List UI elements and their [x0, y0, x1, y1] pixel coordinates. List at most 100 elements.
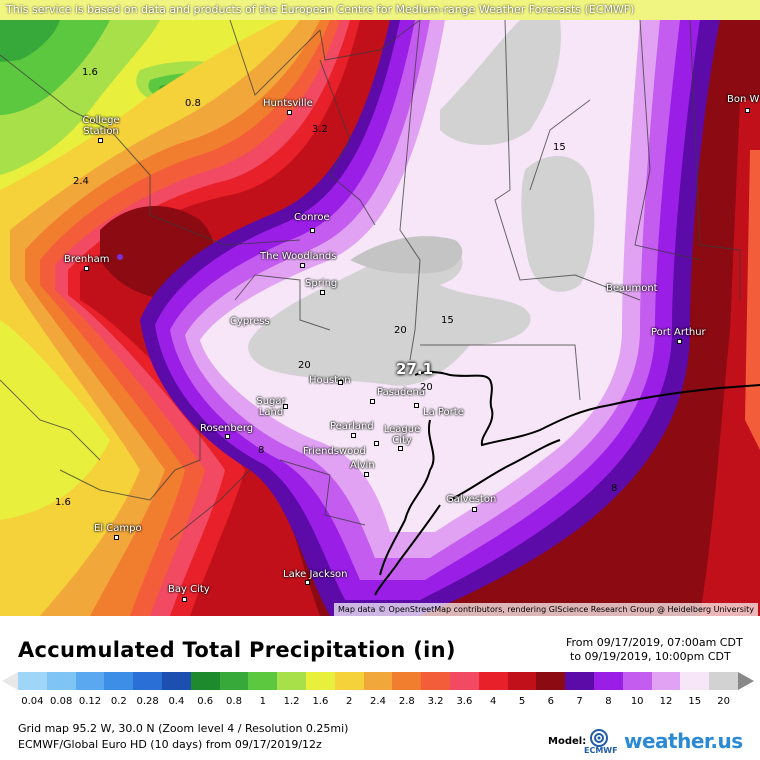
city-marker [287, 110, 292, 115]
city-the-woodlands[interactable]: The Woodlands [260, 251, 337, 262]
legend-swatch [133, 672, 162, 690]
city-alvin[interactable]: Alvin [350, 460, 375, 471]
city-la-porte[interactable]: La Porte [423, 407, 464, 418]
grid-info: Grid map 95.2 W, 30.0 N (Zoom level 4 / … [18, 722, 349, 735]
city-marker [283, 404, 288, 409]
legend-tick-label: 2 [346, 696, 353, 707]
ecmwf-logo-text: ECMWF [584, 746, 618, 755]
city-beaumont[interactable]: Beaumont [606, 283, 658, 294]
legend-swatch [651, 672, 681, 690]
legend-swatch [219, 672, 249, 690]
legend-tick-label: 0.12 [78, 696, 102, 707]
city-spring[interactable]: Spring [305, 278, 338, 289]
legend-swatch [709, 672, 738, 690]
legend-ticks: 0.04 0.08 0.12 0.2 0.28 0.4 0.6 0.8 1 1.2 1.6 2 2.4 2… [18, 696, 753, 710]
contour-label: 1.6 [55, 497, 71, 508]
legend-low-arrow [2, 672, 18, 690]
legend-swatch [392, 672, 422, 690]
city-marker [98, 138, 103, 143]
contour-label: 3.2 [312, 124, 328, 135]
legend-swatch [565, 672, 594, 690]
city-pearland[interactable]: Pearland [330, 421, 374, 432]
city-huntsville[interactable]: Huntsville [263, 98, 313, 109]
city-college-station[interactable]: College Station [82, 115, 120, 137]
city-bay-city[interactable]: Bay City [168, 584, 210, 595]
city-friendswood[interactable]: Friendswood [303, 446, 366, 457]
legend-panel: Accumulated Total Precipitation (in) Fro… [0, 616, 760, 760]
city-marker [338, 380, 343, 385]
city-port-arthur[interactable]: Port Arthur [651, 327, 706, 338]
contour-label: 8 [258, 445, 265, 456]
legend-swatch [507, 672, 537, 690]
legend-swatch [449, 672, 479, 690]
contour-label: 20 [394, 325, 407, 336]
city-pasadena[interactable]: Pasadena [377, 387, 426, 398]
contour-label: 20 [298, 360, 311, 371]
city-marker [114, 535, 119, 540]
legend-swatch [334, 672, 364, 690]
legend-swatch [75, 672, 105, 690]
city-cypress[interactable]: Cypress [230, 316, 270, 327]
city-lake-jackson[interactable]: Lake Jackson [283, 569, 348, 580]
legend-tick-label: 1.6 [312, 696, 329, 707]
legend-tick-label: 5 [518, 696, 526, 707]
city-marker [182, 597, 187, 602]
city-marker [310, 228, 315, 233]
legend-tick-label: 0.28 [136, 696, 159, 707]
legend-swatch [680, 672, 710, 690]
legend-swatch [46, 672, 76, 690]
contour-label: 8 [611, 483, 618, 494]
city-marker [677, 339, 682, 344]
legend-swatch [622, 672, 652, 690]
precipitation-map[interactable]: This service is based on data and produc… [0, 0, 760, 616]
legend-tick-label: 7 [576, 696, 583, 707]
legend-tick-label: 20 [717, 696, 730, 707]
legend-tick-label: 4 [490, 696, 497, 707]
contour-label: 20 [420, 382, 433, 393]
ecmwf-logo-icon [590, 729, 608, 747]
model-label: Model: [548, 736, 587, 747]
legend-swatch [363, 672, 393, 690]
city-marker [414, 403, 419, 408]
legend-tick-label: 0.8 [226, 696, 242, 707]
city-marker [305, 580, 310, 585]
city-conroe[interactable]: Conroe [294, 212, 330, 223]
legend-title: Accumulated Total Precipitation (in) [18, 638, 456, 662]
legend-tick-label: 0.2 [110, 696, 127, 707]
ecmwf-banner: This service is based on data and produc… [0, 0, 760, 20]
legend-tick-label: 3.6 [456, 696, 473, 707]
contour-label: 15 [441, 315, 454, 326]
city-brenham[interactable]: Brenham [64, 254, 110, 265]
legend-tick-label: 0.4 [168, 696, 185, 707]
max-value-label: 27.1 [396, 360, 434, 378]
legend-tick-label: 6 [547, 696, 554, 707]
city-rosenberg[interactable]: Rosenberg [200, 423, 254, 434]
legend-swatch [593, 672, 623, 690]
legend-swatch [421, 672, 450, 690]
legend-swatch [104, 672, 134, 690]
city-bon-wier[interactable]: Bon W [727, 94, 760, 105]
contour-label: 0.8 [185, 98, 201, 109]
city-league-city[interactable]: League City [383, 424, 421, 446]
legend-swatch [536, 672, 566, 690]
legend-tick-label: 3.2 [427, 696, 444, 707]
legend-tick-label: 8 [605, 696, 612, 707]
legend-swatch [248, 672, 278, 690]
map-attribution: Map data © OpenStreetMap contributors, r… [334, 603, 758, 616]
legend-tick-label: 1.2 [283, 696, 300, 707]
city-marker [745, 108, 750, 113]
city-houston[interactable]: Houston [309, 375, 351, 386]
legend-tick-label: 1 [259, 696, 266, 707]
city-sugar-land[interactable]: Sugar Land [256, 396, 286, 418]
city-marker [364, 472, 369, 477]
legend-tick-label: 0.6 [197, 696, 214, 707]
city-el-campo[interactable]: El Campo [94, 523, 142, 534]
legend-tick-label: 0.04 [21, 696, 44, 707]
city-galveston[interactable]: Galveston [446, 494, 497, 505]
weather-us-logo[interactable]: weather.us [624, 729, 743, 753]
city-marker [472, 507, 477, 512]
legend-tick-label: 2.4 [370, 696, 386, 707]
city-marker [398, 446, 403, 451]
city-marker [84, 266, 89, 271]
city-marker [351, 433, 356, 438]
